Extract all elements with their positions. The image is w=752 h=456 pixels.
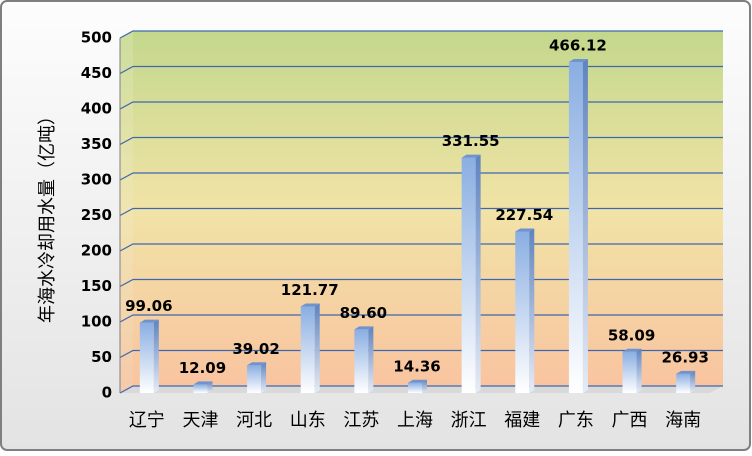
bar-side (153, 319, 159, 393)
bar-side (636, 348, 642, 393)
bar-top (676, 370, 696, 374)
data-label: 39.02 (232, 340, 279, 358)
bar-side (314, 303, 320, 393)
bar (408, 379, 427, 393)
y-tick-label: 50 (91, 348, 112, 366)
bar-top (408, 379, 427, 383)
bar-side (690, 370, 696, 393)
data-label: 58.09 (608, 326, 655, 344)
bar-top (300, 303, 320, 307)
data-label: 331.55 (442, 132, 500, 150)
bar-front (139, 322, 154, 393)
x-tick-label: 江苏 (343, 410, 379, 431)
y-tick-label: 500 (81, 29, 112, 47)
bar (568, 59, 588, 393)
bar-side (475, 154, 481, 393)
y-tick-label: 250 (81, 206, 112, 224)
x-tick-label: 海南 (665, 410, 701, 431)
bar (676, 370, 696, 393)
bar (139, 319, 159, 393)
bar-top (461, 154, 481, 158)
data-label: 26.93 (661, 348, 708, 366)
x-tick-label: 浙江 (451, 410, 487, 431)
bar-front (300, 306, 315, 393)
grid-line (119, 172, 723, 181)
x-tick-label: 福建 (504, 410, 540, 431)
bar-top (515, 228, 535, 232)
bar (247, 362, 267, 393)
bar-front (193, 384, 208, 393)
bar-front (515, 231, 530, 393)
bar (461, 154, 481, 393)
bar-front (568, 62, 583, 393)
y-tick-label: 400 (81, 100, 112, 118)
bar-front (461, 157, 476, 393)
bar-top (354, 326, 374, 330)
bar-front (622, 351, 637, 393)
x-tick-label: 河北 (236, 410, 272, 431)
y-tick-label: 0 (102, 384, 112, 402)
y-axis-label: 年海水冷却用水量（亿吨） (37, 107, 58, 323)
bar-top (139, 319, 159, 323)
bar-side (207, 381, 213, 393)
x-tick-label: 山东 (290, 410, 326, 431)
bar (354, 326, 374, 393)
bar-front (354, 329, 369, 393)
bar-side (529, 228, 535, 393)
x-tick-label: 上海 (397, 410, 433, 431)
y-tick-label: 350 (81, 135, 112, 153)
data-label: 14.36 (393, 357, 440, 375)
bar (515, 228, 535, 393)
data-label: 89.60 (340, 304, 387, 322)
y-tick-label: 150 (81, 277, 112, 295)
bar-side (422, 379, 427, 393)
bar (622, 348, 642, 393)
bar-top (193, 381, 213, 385)
bar-side (582, 59, 588, 393)
x-tick-label: 广西 (612, 410, 648, 431)
bar-front (676, 373, 691, 393)
grid-line (119, 30, 723, 39)
grid-line (119, 101, 723, 110)
data-label: 12.09 (179, 359, 226, 377)
bar (193, 381, 213, 393)
y-tick-label: 300 (81, 171, 112, 189)
bar-side (368, 326, 374, 393)
y-tick-label: 450 (81, 64, 112, 82)
data-label: 121.77 (281, 281, 339, 299)
plot-area: 0 50 100 150 200 250 300 350 400 450 500 辽宁 99.06 天津 1… (81, 29, 723, 431)
bar-front (247, 365, 262, 393)
data-label: 99.06 (125, 297, 172, 315)
data-label: 227.54 (495, 206, 553, 224)
x-tick-label: 辽宁 (129, 410, 165, 431)
data-label: 466.12 (549, 37, 607, 55)
x-tick-label: 广东 (558, 410, 594, 431)
y-tick-label: 200 (81, 242, 112, 260)
grid-line (119, 65, 723, 75)
grid-line (119, 207, 723, 217)
x-tick-label: 天津 (182, 410, 218, 431)
bar-top (247, 362, 267, 366)
bar-front (408, 382, 422, 393)
y-tick-label: 100 (81, 313, 112, 331)
grid-line (119, 136, 723, 146)
bar-top (622, 348, 642, 352)
bar-top (568, 59, 588, 63)
bar-side (261, 362, 267, 393)
bar (300, 303, 320, 393)
